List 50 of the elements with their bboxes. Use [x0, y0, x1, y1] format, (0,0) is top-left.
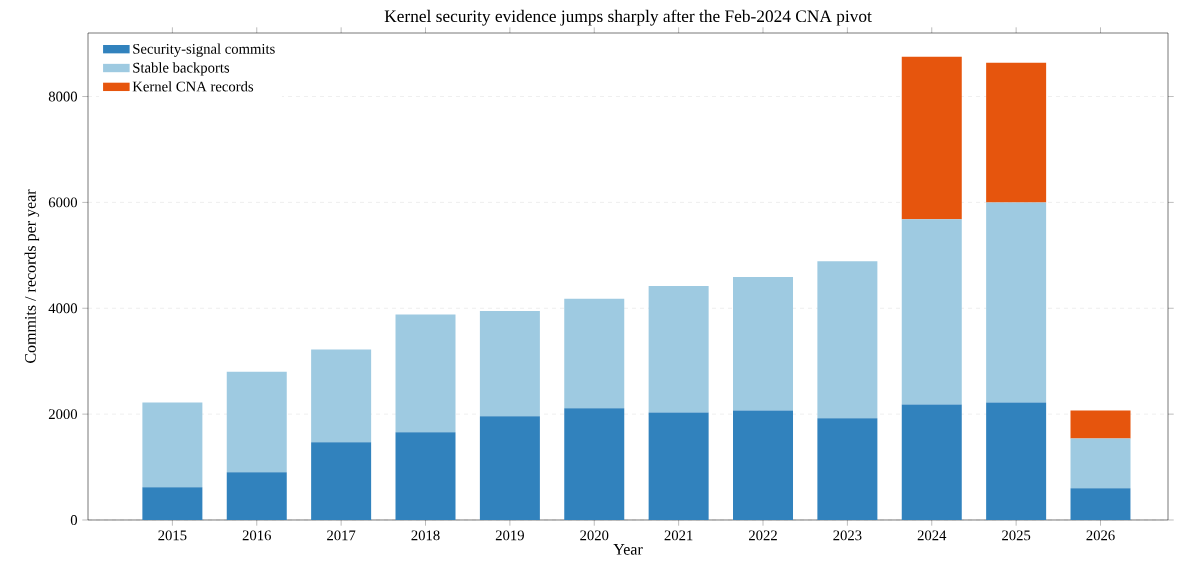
x-tick-label: 2017 [327, 530, 356, 541]
legend-label: Kernel CNA records [132, 81, 254, 92]
x-tick-label: 2026 [1086, 530, 1115, 541]
x-axis-title: Year [613, 544, 643, 555]
bar [479, 416, 540, 520]
bar [395, 314, 456, 433]
bar [226, 472, 287, 520]
legend-label: Stable backports [133, 62, 230, 76]
legend-label: Security-signal commits [133, 43, 275, 57]
x-tick-label: 2024 [917, 530, 947, 541]
y-tick-label: 6000 [48, 197, 78, 208]
x-tick-label: 2015 [158, 530, 187, 541]
x-tick-label: 2020 [580, 530, 609, 541]
bar [226, 371, 287, 473]
x-tick-label: 2023 [833, 530, 862, 541]
bar [1070, 438, 1131, 489]
chart-title: Kernel security evidence jumps sharply after the Feb-2024 CNA pivot [384, 9, 872, 26]
bar [1070, 410, 1131, 439]
bar [564, 408, 625, 520]
bar [986, 62, 1047, 203]
bar [901, 219, 962, 405]
bar [142, 402, 203, 488]
y-axis-title: Commits / records per year [24, 189, 40, 363]
bar [648, 412, 709, 520]
y-tick-label: 8000 [48, 91, 78, 102]
y-tick-label: 4000 [48, 303, 78, 314]
bar [648, 286, 709, 413]
bar [311, 349, 372, 443]
bar [1070, 488, 1131, 520]
bar [479, 310, 540, 417]
y-tick-label: 0 [70, 515, 78, 525]
bar [733, 277, 794, 411]
x-tick-label: 2025 [1002, 530, 1031, 541]
bar [817, 418, 878, 520]
bar [986, 202, 1047, 403]
x-tick-label: 2018 [411, 530, 440, 541]
bar [901, 404, 962, 520]
y-tick-label: 2000 [48, 409, 78, 420]
bar [395, 432, 456, 520]
bar [733, 410, 794, 520]
x-tick-label: 2021 [664, 530, 693, 541]
bar [817, 261, 878, 419]
bar [564, 298, 625, 409]
x-tick-label: 2019 [495, 530, 524, 541]
bar [311, 442, 372, 520]
bar [142, 487, 203, 520]
bar [986, 402, 1047, 520]
x-tick-label: 2022 [748, 530, 777, 541]
bar [901, 56, 962, 220]
x-tick-label: 2016 [242, 530, 271, 541]
